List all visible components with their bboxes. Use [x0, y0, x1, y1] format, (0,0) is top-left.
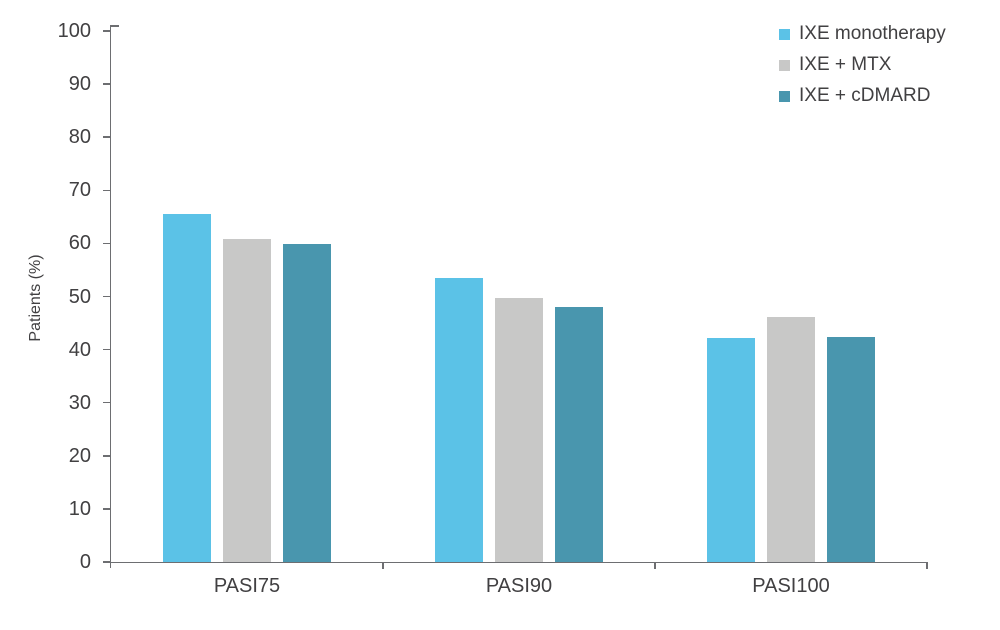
y-tick: [103, 83, 111, 85]
y-tick-label: 0: [79, 551, 91, 573]
x-axis-line: [109, 561, 928, 563]
bar-pasi75-series-0: [163, 214, 211, 562]
y-tick-label: 20: [68, 444, 91, 467]
y-tick: [103, 561, 111, 563]
bar-pasi90-series-2: [555, 307, 603, 562]
legend-item: IXE + cDMARD: [779, 86, 946, 106]
bar-pasi90-series-0: [435, 277, 483, 562]
x-tick: [382, 562, 384, 569]
y-tick-label: 60: [68, 232, 91, 255]
y-tick-label: 100: [57, 20, 91, 42]
bar-pasi90-series-1: [495, 298, 543, 562]
x-tick: [926, 562, 928, 569]
x-tick: [654, 562, 656, 569]
y-tick-label: 10: [68, 497, 91, 520]
legend-label: IXE + MTX: [799, 54, 892, 75]
legend-swatch-icon: [779, 90, 790, 102]
legend-label: IXE + cDMARD: [799, 85, 931, 106]
bar-pasi100-series-0: [707, 338, 755, 562]
x-category-label: PASI75: [213, 575, 281, 597]
y-axis-top-cap: [111, 25, 119, 27]
y-tick-label: 80: [68, 126, 91, 149]
y-tick: [103, 508, 111, 510]
y-tick-label: 50: [68, 285, 91, 308]
y-tick: [103, 295, 111, 298]
y-tick-label: 30: [68, 391, 91, 414]
y-tick: [103, 30, 111, 32]
y-axis-line: [109, 25, 111, 563]
legend-label: IXE monotherapy: [799, 23, 946, 44]
legend: IXE monotherapy IXE + MTX IXE + cDMARD: [779, 24, 946, 117]
x-category-label: PASI90: [485, 575, 553, 597]
legend-swatch-icon: [779, 28, 790, 40]
y-tick-label: 70: [68, 179, 91, 202]
legend-item: IXE monotherapy: [779, 24, 946, 44]
y-tick-label: 40: [68, 338, 91, 361]
legend-swatch-icon: [779, 59, 790, 71]
y-tick: [103, 136, 111, 138]
y-tick: [103, 189, 111, 192]
y-tick-label: 90: [68, 73, 91, 96]
y-tick: [103, 348, 111, 351]
x-category-label: PASI100: [752, 575, 830, 597]
y-tick: [103, 401, 111, 404]
bar-pasi100-series-1: [767, 317, 815, 562]
x-axis-left-end-tick: [109, 562, 111, 568]
y-tick: [103, 242, 111, 245]
y-tick: [103, 455, 111, 457]
bar-pasi75-series-1: [223, 239, 271, 562]
bar-pasi75-series-2: [283, 244, 331, 562]
bar-pasi100-series-2: [827, 336, 875, 562]
legend-item: IXE + MTX: [779, 55, 946, 75]
